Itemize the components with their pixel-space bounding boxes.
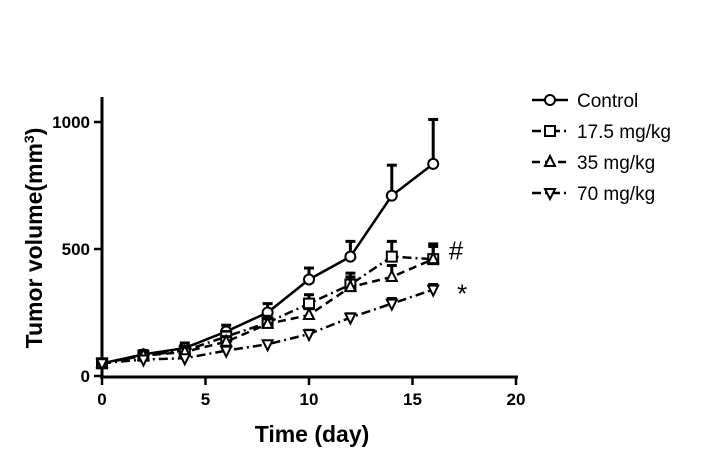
data-point	[260, 315, 275, 329]
x-tick-label: 15	[403, 390, 422, 409]
data-point	[343, 278, 358, 293]
legend-label: 70 mg/kg	[577, 184, 655, 205]
legend-item: 35 mg/kg	[532, 153, 655, 174]
data-point	[260, 339, 275, 353]
data-point	[302, 306, 316, 321]
significance-mark: #	[449, 236, 464, 266]
data-point	[178, 353, 192, 367]
data-point	[136, 354, 151, 368]
legend-item: 70 mg/kg	[532, 184, 655, 205]
x-axis-title: Time (day)	[255, 421, 370, 447]
data-point	[343, 312, 358, 326]
series-4	[95, 283, 440, 372]
data-point	[303, 273, 315, 286]
data-point	[302, 329, 316, 343]
data-point	[344, 250, 357, 263]
legend-marker	[544, 125, 556, 137]
legend: Control 17.5 mg/kg 35 mg/kg 70 mg/kg	[532, 91, 671, 205]
series-layer	[95, 117, 440, 372]
y-tick-label: 0	[81, 367, 90, 386]
legend-label: 35 mg/kg	[577, 153, 655, 174]
data-point	[95, 358, 109, 372]
data-point	[385, 189, 398, 202]
legend-item: Control	[532, 91, 638, 112]
legend-label: Control	[577, 91, 638, 112]
significance-mark: *	[457, 279, 467, 309]
legend-marker	[543, 153, 557, 167]
data-point	[427, 157, 440, 170]
legend-item: 17.5 mg/kg	[532, 122, 671, 143]
x-tick-label: 20	[507, 390, 526, 409]
legend-marker	[544, 94, 556, 106]
legend-label: 17.5 mg/kg	[577, 122, 671, 143]
series-1	[96, 117, 440, 370]
axis-ticks: 0 5 10 15 20 0 500 1000	[52, 113, 525, 409]
significance-annotations: #*	[449, 236, 468, 309]
x-tick-label: 0	[97, 390, 106, 409]
y-axis-title: Tumor volume(mm3)	[21, 128, 47, 349]
x-tick-label: 5	[201, 390, 210, 409]
data-point	[385, 268, 399, 282]
x-tick-label: 10	[300, 390, 319, 409]
legend-marker	[543, 188, 557, 202]
data-point	[385, 250, 398, 263]
data-point	[219, 345, 233, 359]
data-point	[426, 284, 440, 298]
y-tick-label: 500	[62, 240, 90, 259]
data-point	[385, 298, 399, 312]
data-point	[426, 250, 440, 265]
y-tick-label: 1000	[52, 113, 90, 132]
series-line	[101, 162, 434, 365]
